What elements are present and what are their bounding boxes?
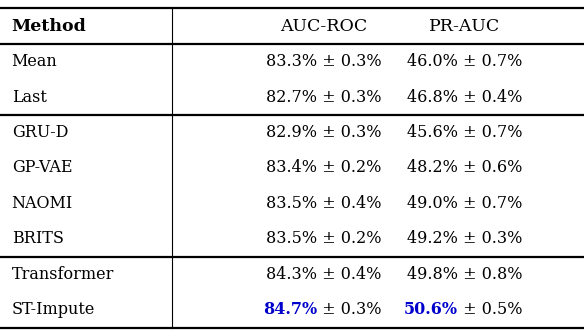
Text: AUC-ROC: AUC-ROC xyxy=(280,17,368,35)
Text: 48.2% ± 0.6%: 48.2% ± 0.6% xyxy=(406,160,522,176)
Text: 46.8% ± 0.4%: 46.8% ± 0.4% xyxy=(406,89,522,106)
Text: Method: Method xyxy=(12,17,86,35)
Text: 49.8% ± 0.8%: 49.8% ± 0.8% xyxy=(406,266,522,283)
Text: 84.3% ± 0.4%: 84.3% ± 0.4% xyxy=(266,266,382,283)
Text: 82.7% ± 0.3%: 82.7% ± 0.3% xyxy=(266,89,382,106)
Text: 45.6% ± 0.7%: 45.6% ± 0.7% xyxy=(406,124,522,141)
Text: Mean: Mean xyxy=(12,53,57,70)
Text: NAOMI: NAOMI xyxy=(12,195,73,212)
Text: BRITS: BRITS xyxy=(12,230,64,247)
Text: ± 0.3%: ± 0.3% xyxy=(318,301,382,319)
Text: ± 0.5%: ± 0.5% xyxy=(457,301,522,319)
Text: Last: Last xyxy=(12,89,47,106)
Text: 49.2% ± 0.3%: 49.2% ± 0.3% xyxy=(406,230,522,247)
Text: 49.0% ± 0.7%: 49.0% ± 0.7% xyxy=(406,195,522,212)
Text: GRU-D: GRU-D xyxy=(12,124,68,141)
Text: 83.3% ± 0.3%: 83.3% ± 0.3% xyxy=(266,53,382,70)
Text: 84.7%: 84.7% xyxy=(263,301,318,319)
Text: 50.6%: 50.6% xyxy=(404,301,457,319)
Text: GP-VAE: GP-VAE xyxy=(12,160,72,176)
Text: 83.4% ± 0.2%: 83.4% ± 0.2% xyxy=(266,160,382,176)
Text: Transformer: Transformer xyxy=(12,266,114,283)
Text: 83.5% ± 0.4%: 83.5% ± 0.4% xyxy=(266,195,382,212)
Text: PR-AUC: PR-AUC xyxy=(429,17,500,35)
Text: 82.9% ± 0.3%: 82.9% ± 0.3% xyxy=(266,124,382,141)
Text: ST-Impute: ST-Impute xyxy=(12,301,95,319)
Text: 83.5% ± 0.2%: 83.5% ± 0.2% xyxy=(266,230,382,247)
Text: 46.0% ± 0.7%: 46.0% ± 0.7% xyxy=(406,53,522,70)
